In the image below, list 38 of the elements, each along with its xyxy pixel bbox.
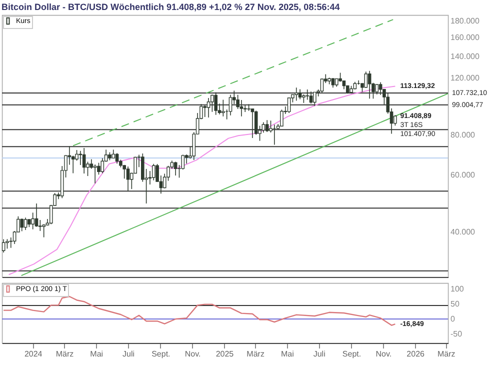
y-tick-label: -50: [450, 330, 463, 338]
y-tick-label: 40.000: [450, 227, 476, 236]
candlestick: [6, 238, 9, 250]
candlestick: [24, 217, 28, 230]
x-tick-label: März: [56, 350, 74, 358]
y-tick-label: 120.000: [450, 73, 480, 82]
candlestick: [394, 114, 397, 126]
candlestick: [42, 224, 46, 238]
x-tick-label: Juli: [122, 350, 135, 358]
y-tick-label: 0: [450, 314, 456, 324]
y-tick-label: 100: [450, 284, 464, 294]
candlestick: [100, 158, 104, 174]
y-tick-label: 180.000: [450, 16, 480, 26]
x-tick-label: März: [438, 350, 456, 358]
x-tick-label: Juli: [313, 350, 326, 358]
candlestick: [152, 163, 156, 181]
candlestick: [174, 161, 178, 176]
x-tick-label: Mai: [90, 350, 104, 358]
chart-title: Bitcoin Dollar - BTC/USD Wöchentlich 91.408,89 +1,02 % 27 Nov. 2025, 08:56:44: [2, 2, 340, 12]
x-tick-label: 2024: [24, 350, 43, 358]
y-tick-label: 160.000: [450, 33, 480, 42]
x-tick-label: 2025: [216, 350, 234, 358]
y-tick-label: 60.000: [450, 170, 476, 180]
y-tick-label: 140.000: [450, 52, 480, 61]
x-tick-label: Sept.: [152, 350, 170, 358]
x-tick-label: Nov.: [184, 350, 201, 358]
y-tick-label: 80.000: [450, 130, 476, 140]
candlestick: [181, 154, 185, 170]
x-tick-label: März: [246, 350, 264, 358]
candlestick: [31, 212, 34, 230]
x-tick-label: Nov.: [376, 350, 392, 358]
x-tick-label: 2026: [406, 350, 426, 358]
line-series: [2, 296, 396, 326]
x-tick-label: Sept.: [342, 350, 362, 358]
candlestick: [280, 109, 284, 126]
candlestick: [20, 218, 24, 232]
x-tick-label: Mai: [281, 350, 294, 358]
y-tick-label: 50: [450, 300, 460, 308]
